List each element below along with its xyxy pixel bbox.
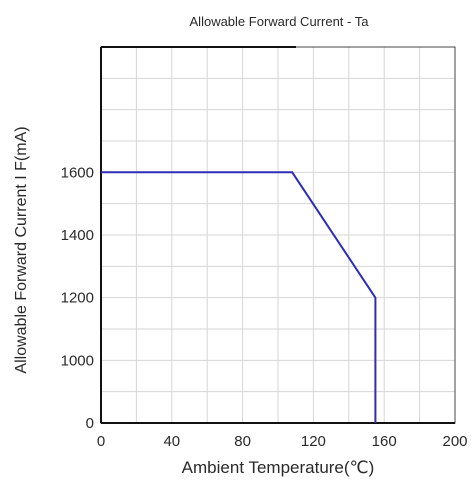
series-line	[101, 171, 377, 423]
x-axis-label: Ambient Temperature(℃)	[182, 458, 375, 477]
y-axis-label: Allowable Forward Current I F(mA)	[13, 126, 30, 373]
y-tick-label: 0	[86, 415, 94, 432]
y-tick-label: 1000	[61, 352, 94, 369]
chart-title: Allowable Forward Current - Ta	[190, 14, 370, 29]
x-tick-label: 40	[163, 433, 180, 450]
axes	[100, 46, 456, 424]
y-tick-labels: 0 1000 1200 1400 1600	[61, 164, 94, 432]
x-tick-label: 80	[234, 433, 251, 450]
grid	[101, 47, 455, 423]
x-tick-label: 0	[97, 433, 105, 450]
x-tick-label: 120	[301, 433, 326, 450]
y-tick-label: 1400	[61, 227, 94, 244]
x-tick-labels: 0 40 80 120 160 200	[97, 433, 468, 450]
x-tick-label: 160	[372, 433, 397, 450]
y-tick-label: 1200	[61, 290, 94, 307]
y-tick-label: 1600	[61, 164, 94, 181]
series-layer	[101, 171, 377, 423]
x-tick-label: 200	[442, 433, 467, 450]
